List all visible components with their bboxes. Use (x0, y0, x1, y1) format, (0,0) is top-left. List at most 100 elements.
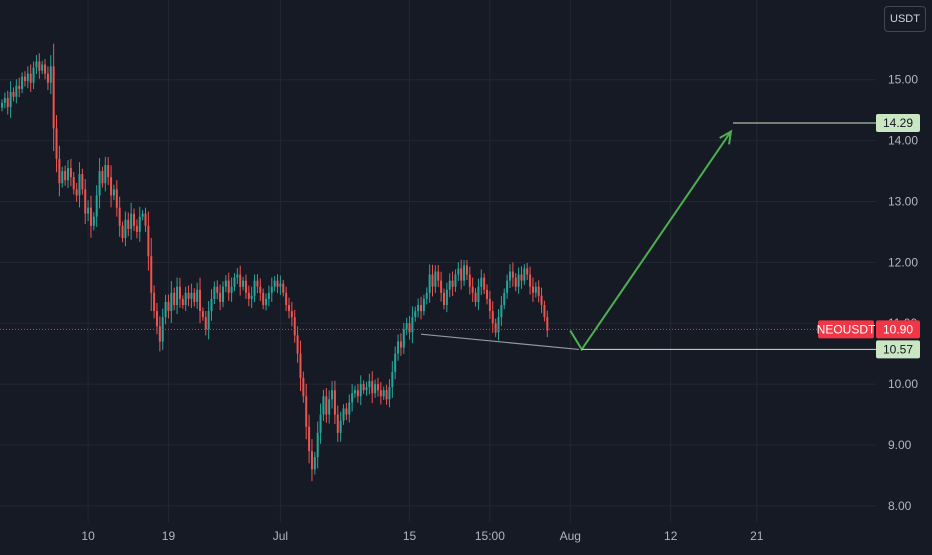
candle-body (445, 289, 448, 305)
candle-body (454, 274, 457, 287)
candle-body (385, 390, 388, 400)
candle-body (32, 67, 35, 83)
candle-body (72, 177, 75, 190)
candle-body (465, 265, 468, 275)
candle-body (196, 289, 199, 302)
candle-body (336, 414, 339, 433)
candle-body (107, 164, 110, 178)
candle-body (58, 158, 61, 184)
candle-body (144, 213, 147, 226)
candle-body (236, 274, 239, 278)
candle-body (305, 396, 308, 427)
candle-body (49, 66, 52, 83)
candle-body (204, 317, 207, 330)
candle-body (110, 177, 113, 196)
candle-body (273, 280, 276, 287)
candle-body (529, 274, 532, 287)
support-trendline (420, 333, 579, 351)
candle-body (221, 286, 224, 302)
candle-body (78, 174, 81, 196)
candle-body (351, 393, 354, 403)
symbol-label-box (818, 320, 874, 339)
candle-body (52, 66, 55, 129)
candle-body (87, 207, 90, 214)
candle-body (15, 85, 18, 97)
candle-body (178, 286, 181, 299)
candle-body (437, 271, 440, 281)
candle-body (112, 189, 115, 196)
candle-body (474, 292, 477, 302)
candle-body (477, 286, 480, 302)
y-tick-label: 10.00 (888, 377, 918, 391)
candle-body (233, 277, 236, 287)
candle-body (494, 323, 497, 333)
symbol-label-text: NEOUSDT (817, 322, 876, 336)
candle-body (265, 298, 268, 305)
candle-body (141, 213, 144, 217)
candle-body (491, 311, 494, 324)
candle-body (9, 91, 12, 108)
last-price-box (876, 320, 920, 339)
last-price-text: 10.90 (883, 322, 913, 336)
candle-body (526, 268, 529, 275)
candle-body (316, 432, 319, 458)
candle-body (411, 317, 414, 333)
candle-body (46, 73, 49, 83)
candle-body (374, 384, 377, 394)
candle-body (319, 414, 322, 433)
candle-body (308, 426, 311, 452)
candle-body (288, 304, 290, 312)
candle-body (207, 311, 210, 330)
candle-body (451, 280, 454, 287)
candle-body (190, 292, 193, 299)
candle-body (135, 225, 138, 232)
candle-body (428, 274, 431, 293)
candle-body (342, 408, 345, 421)
candle-body (18, 85, 21, 89)
candle-body (285, 292, 288, 305)
candle-body (368, 381, 371, 388)
projection-arrowhead (719, 129, 733, 145)
candle-body (362, 384, 365, 391)
candle-body (463, 265, 466, 281)
drawings[interactable] (0, 122, 876, 352)
candle-body (293, 317, 296, 336)
candle-body (434, 271, 437, 287)
candle-body (219, 292, 222, 302)
candle-body (253, 280, 256, 296)
candle-body (147, 225, 150, 257)
candle-body (425, 292, 428, 299)
y-tick-label: 15.00 (888, 73, 918, 87)
candle-body (247, 292, 250, 299)
candle-body (391, 371, 394, 388)
candle-body (35, 61, 38, 68)
y-tick-label: 14.00 (888, 134, 918, 148)
candle-body (325, 396, 328, 415)
candle-body (164, 301, 167, 318)
candle-body (471, 286, 474, 293)
currency-unit-button[interactable]: USDT (884, 6, 926, 32)
candle-body (213, 286, 216, 299)
candle-body (420, 304, 423, 312)
candle-body (267, 292, 270, 299)
candle-body (480, 277, 483, 287)
candle-body (540, 295, 543, 305)
candle-body (322, 396, 325, 415)
grid (0, 0, 876, 522)
candle-body (331, 390, 334, 400)
candle-body (313, 457, 316, 470)
candle-body (523, 268, 526, 281)
candle-body (310, 451, 313, 470)
candle-body (89, 207, 92, 226)
candle-body (408, 323, 411, 333)
candle-body (158, 326, 161, 342)
candle-body (333, 390, 336, 415)
candle-body (75, 189, 78, 196)
candle-body (3, 98, 6, 103)
candle-body (345, 408, 348, 415)
candle-body (514, 277, 517, 287)
candle-body (41, 64, 44, 71)
level-label-box (876, 113, 920, 132)
